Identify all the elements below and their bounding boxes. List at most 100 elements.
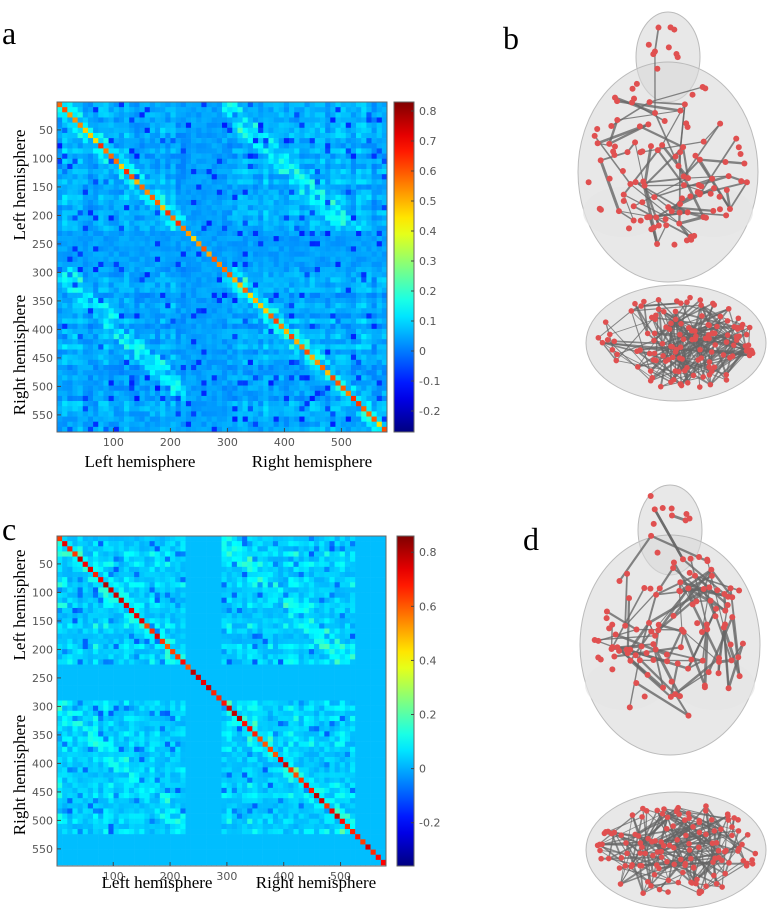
heatmap-cell bbox=[67, 169, 72, 174]
heatmap-cell bbox=[93, 380, 98, 385]
heatmap-cell bbox=[325, 422, 330, 427]
heatmap-cell bbox=[201, 422, 206, 427]
heatmap-cell bbox=[150, 277, 155, 282]
heatmap-cell bbox=[57, 541, 62, 546]
heatmap-cell bbox=[335, 593, 340, 598]
heatmap-cell bbox=[243, 107, 248, 112]
heatmap-cell bbox=[258, 205, 263, 210]
heatmap-cell bbox=[62, 360, 67, 365]
heatmap-cell bbox=[248, 123, 253, 128]
heatmap-cell bbox=[346, 185, 351, 190]
heatmap-cell bbox=[124, 386, 129, 391]
heatmap-cell bbox=[78, 159, 83, 164]
heatmap-cell bbox=[284, 117, 289, 122]
heatmap-cell bbox=[212, 102, 217, 107]
heatmap-cell bbox=[274, 344, 279, 349]
heatmap-cell bbox=[366, 380, 371, 385]
heatmap-cell bbox=[243, 370, 248, 375]
heatmap-cell bbox=[72, 241, 77, 246]
heatmap-cell bbox=[288, 546, 293, 551]
heatmap-cell bbox=[294, 257, 299, 262]
heatmap-cell bbox=[160, 582, 165, 587]
heatmap-cell bbox=[98, 541, 103, 546]
heatmap-cell bbox=[356, 375, 361, 380]
heatmap-cell bbox=[293, 536, 298, 541]
heatmap-cell bbox=[217, 185, 222, 190]
heatmap-cell bbox=[232, 411, 237, 416]
heatmap-cell bbox=[330, 427, 335, 432]
heatmap-cell bbox=[103, 572, 108, 577]
heatmap-cell bbox=[257, 587, 262, 592]
heatmap-cell bbox=[170, 231, 175, 236]
heatmap-cell bbox=[263, 319, 268, 324]
heatmap-cell bbox=[320, 375, 325, 380]
heatmap-cell bbox=[72, 401, 77, 406]
heatmap-cell bbox=[305, 365, 310, 370]
heatmap-cell bbox=[212, 334, 217, 339]
heatmap-cell bbox=[243, 365, 248, 370]
heatmap-cell bbox=[365, 567, 370, 572]
heatmap-cell bbox=[124, 339, 129, 344]
heatmap-cell bbox=[299, 380, 304, 385]
heatmap-cell bbox=[140, 138, 145, 143]
heatmap-cell bbox=[382, 329, 387, 334]
heatmap-cell bbox=[165, 246, 170, 251]
heatmap-cell bbox=[93, 298, 98, 303]
heatmap-cell bbox=[119, 200, 124, 205]
heatmap-cell bbox=[196, 226, 201, 231]
heatmap-cell bbox=[160, 577, 165, 582]
heatmap-cell bbox=[109, 262, 114, 267]
heatmap-cell bbox=[114, 355, 119, 360]
heatmap-cell bbox=[356, 422, 361, 427]
heatmap-cell bbox=[78, 164, 83, 169]
heatmap-cell bbox=[279, 117, 284, 122]
heatmap-cell bbox=[346, 262, 351, 267]
heatmap-cell bbox=[93, 417, 98, 422]
heatmap-cell bbox=[140, 262, 145, 267]
heatmap-cell bbox=[103, 159, 108, 164]
heatmap-cell bbox=[217, 117, 222, 122]
heatmap-cell bbox=[62, 143, 67, 148]
heatmap-cell bbox=[129, 221, 134, 226]
heatmap-cell bbox=[196, 375, 201, 380]
heatmap-cell bbox=[356, 401, 361, 406]
heatmap-cell bbox=[227, 587, 232, 592]
heatmap-cell bbox=[248, 319, 253, 324]
heatmap-cell bbox=[196, 577, 201, 582]
heatmap-cell bbox=[248, 406, 253, 411]
heatmap-cell bbox=[191, 190, 196, 195]
heatmap-cell bbox=[140, 422, 145, 427]
heatmap-cell bbox=[62, 288, 67, 293]
heatmap-cell bbox=[248, 298, 253, 303]
heatmap-cell bbox=[222, 107, 227, 112]
heatmap-cell bbox=[170, 355, 175, 360]
heatmap-cell bbox=[222, 272, 227, 277]
heatmap-cell bbox=[346, 252, 351, 257]
heatmap-cell bbox=[335, 123, 340, 128]
heatmap-cell bbox=[103, 324, 108, 329]
x-axis-label: Left hemisphere bbox=[85, 452, 196, 471]
heatmap-cell bbox=[273, 541, 278, 546]
heatmap-cell bbox=[176, 406, 181, 411]
heatmap-cell bbox=[181, 334, 186, 339]
heatmap-cell bbox=[78, 154, 83, 159]
heatmap-cell bbox=[201, 112, 206, 117]
heatmap-cell bbox=[134, 546, 139, 551]
heatmap-cell bbox=[144, 587, 149, 592]
heatmap-cell bbox=[279, 252, 284, 257]
heatmap-cell bbox=[341, 267, 346, 272]
heatmap-cell bbox=[186, 375, 191, 380]
heatmap-cell bbox=[155, 288, 160, 293]
heatmap-cell bbox=[248, 159, 253, 164]
heatmap-cell bbox=[98, 355, 103, 360]
heatmap-cell bbox=[366, 236, 371, 241]
heatmap-cell bbox=[83, 262, 88, 267]
heatmap-cell bbox=[119, 401, 124, 406]
heatmap-cell bbox=[366, 190, 371, 195]
heatmap-cell bbox=[232, 288, 237, 293]
heatmap-cell bbox=[361, 159, 366, 164]
heatmap-cell bbox=[83, 133, 88, 138]
heatmap-cell bbox=[150, 282, 155, 287]
heatmap-cell bbox=[243, 117, 248, 122]
heatmap-cell bbox=[274, 386, 279, 391]
